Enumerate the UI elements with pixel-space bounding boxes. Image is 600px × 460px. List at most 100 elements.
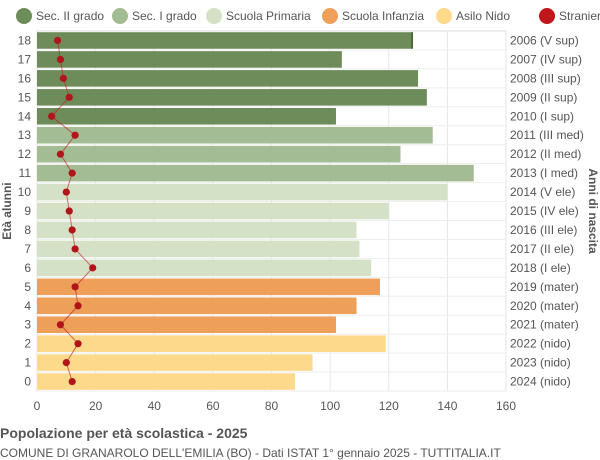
legend-swatch-1: [112, 8, 128, 24]
y-tick-label-age-9: 9: [24, 204, 31, 218]
stranieri-point-age-4: [74, 302, 82, 310]
y-tick-label-year-3: 2009 (II sup): [510, 90, 577, 104]
y-tick-label-age-4: 4: [24, 299, 31, 313]
bar-age-13: [37, 126, 433, 144]
y-tick-label-year-2: 2008 (III sup): [510, 71, 581, 85]
bar-age-14: [37, 108, 336, 125]
stranieri-point-age-0: [68, 377, 76, 386]
y-tick-label-year-1: 2007 (IV sup): [510, 52, 582, 66]
y-tick-label-year-8: 2014 (V ele): [510, 185, 575, 199]
bar-age-18: [37, 32, 413, 49]
y-tick-label-age-7: 7: [24, 242, 31, 256]
bar-age-6: [37, 259, 372, 277]
legend-label-5: Stranieri: [559, 9, 600, 23]
x-tick-label-4: 80: [265, 399, 279, 413]
legend-swatch-2: [206, 8, 222, 24]
stranieri-point-age-3: [56, 321, 65, 329]
bar-age-17: [37, 51, 342, 68]
y-tick-label-year-15: 2021 (mater): [510, 318, 579, 332]
bar-age-1: [37, 354, 313, 371]
legend-swatch-3: [322, 8, 338, 24]
y-tick-label-year-5: 2011 (III med): [510, 128, 584, 142]
y-tick-label-age-17: 17: [18, 52, 32, 66]
stranieri-point-age-2: [74, 340, 82, 348]
legend-swatch-0: [16, 8, 32, 24]
x-tick-label-0: 0: [34, 399, 41, 413]
stranieri-point-age-17: [56, 55, 65, 64]
y-tick-label-year-12: 2018 (I ele): [510, 261, 571, 275]
y-tick-label-age-18: 18: [18, 33, 32, 47]
y-tick-label-year-0: 2006 (V sup): [510, 33, 579, 47]
y-tick-label-year-17: 2023 (nido): [510, 356, 571, 370]
stranieri-point-age-1: [62, 359, 70, 367]
y-tick-label-age-12: 12: [18, 147, 32, 161]
y-tick-label-year-6: 2012 (II med): [510, 147, 581, 161]
y-tick-label-age-0: 0: [24, 375, 31, 389]
chart-svg: Sec. II grado Sec. I grado Scuola Primaria…: [0, 8, 600, 413]
y-tick-label-age-5: 5: [24, 280, 31, 294]
y-axis-title-left: Età alunni: [0, 182, 14, 239]
y-tick-label-age-13: 13: [18, 128, 32, 142]
stranieri-point-age-16: [59, 74, 67, 82]
stranieri-point-age-6: [89, 264, 97, 272]
y-tick-label-year-14: 2020 (mater): [510, 299, 579, 313]
bar-age-16: [37, 70, 419, 87]
bar-age-4: [37, 297, 357, 315]
chart-title: Popolazione per età scolastica - 2025: [0, 425, 248, 441]
stranieri-point-age-9: [65, 207, 73, 215]
bar-age-11: [37, 164, 474, 182]
x-tick-label-2: 40: [148, 399, 162, 413]
y-axis-title-right: Anni di nascita: [586, 168, 600, 254]
y-tick-label-year-4: 2010 (I sup): [510, 109, 574, 123]
bar-age-15: [37, 89, 427, 106]
y-tick-label-year-13: 2019 (mater): [510, 280, 579, 294]
stranieri-point-age-14: [48, 112, 56, 120]
legend-label-0: Sec. II grado: [36, 9, 104, 23]
legend-label-3: Scuola Infanzia: [342, 9, 424, 23]
bar-age-8: [37, 221, 357, 239]
y-tick-label-age-6: 6: [24, 261, 31, 275]
y-tick-label-age-10: 10: [18, 185, 32, 199]
y-tick-label-age-16: 16: [18, 71, 32, 85]
stranieri-point-age-18: [53, 36, 62, 45]
legend-swatch-5: [539, 8, 555, 24]
bar-age-10: [37, 183, 448, 201]
y-tick-label-age-1: 1: [24, 356, 31, 370]
bar-age-7: [37, 240, 360, 258]
y-tick-label-year-18: 2024 (nido): [510, 375, 571, 389]
stranieri-point-age-12: [56, 150, 65, 158]
legend-swatch-4: [436, 8, 452, 24]
stranieri-point-age-7: [71, 245, 79, 253]
stranieri-point-age-8: [68, 226, 76, 234]
bar-age-5: [37, 278, 380, 296]
y-tick-label-age-11: 11: [19, 166, 32, 180]
legend-label-2: Scuola Primaria: [226, 9, 311, 23]
y-tick-label-year-16: 2022 (nido): [510, 337, 571, 351]
legend-label-4: Asilo Nido: [456, 9, 510, 23]
x-tick-label-6: 120: [379, 399, 399, 413]
stranieri-point-age-10: [62, 188, 70, 196]
y-tick-label-age-8: 8: [24, 223, 31, 237]
y-tick-label-year-7: 2013 (I med): [510, 166, 578, 180]
x-tick-label-1: 20: [89, 399, 103, 413]
x-tick-label-7: 140: [437, 399, 457, 413]
stranieri-point-age-5: [71, 283, 79, 291]
x-tick-label-8: 160: [496, 399, 516, 413]
bar-age-12: [37, 145, 401, 163]
x-tick-label-3: 60: [206, 399, 220, 413]
chart-subtitle: COMUNE DI GRANAROLO DELL'EMILIA (BO) - D…: [0, 446, 501, 460]
y-tick-label-age-2: 2: [24, 337, 31, 351]
y-tick-label-age-14: 14: [18, 109, 32, 123]
legend-label-1: Sec. I grado: [132, 9, 197, 23]
stranieri-point-age-11: [68, 169, 76, 177]
y-tick-label-age-15: 15: [18, 90, 32, 104]
stranieri-point-age-13: [71, 131, 79, 139]
x-tick-label-5: 100: [320, 399, 340, 413]
bar-age-3: [37, 316, 336, 333]
y-tick-label-age-3: 3: [24, 318, 31, 332]
bar-age-9: [37, 202, 389, 220]
bar-age-0: [37, 373, 295, 390]
y-tick-label-year-10: 2016 (III ele): [510, 223, 577, 237]
y-tick-label-year-11: 2017 (II ele): [510, 242, 574, 256]
